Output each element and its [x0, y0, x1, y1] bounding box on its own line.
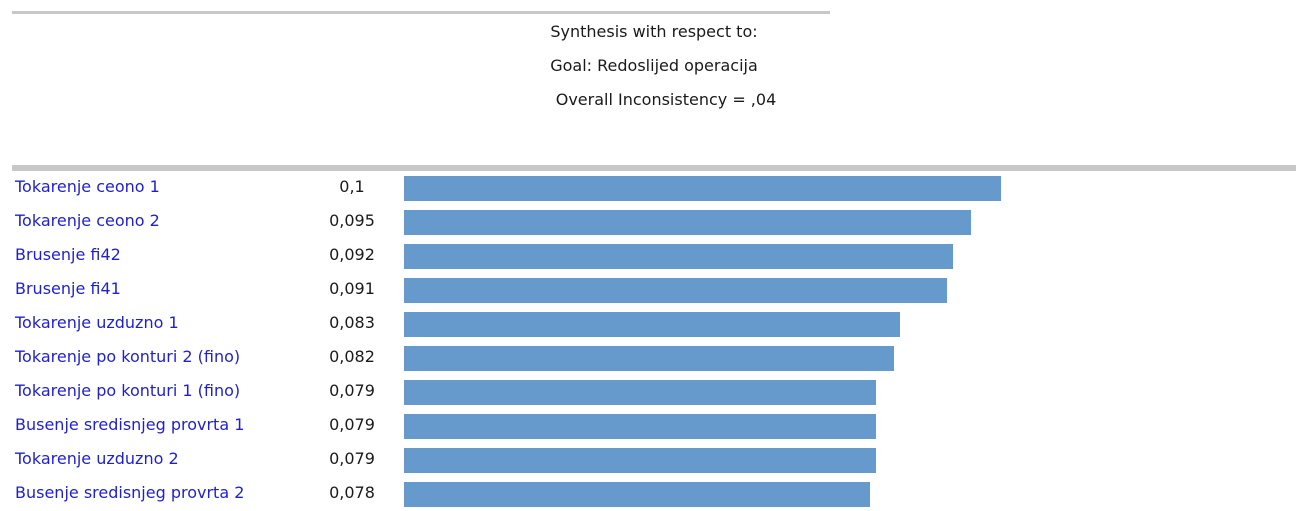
result-bar	[404, 346, 894, 371]
result-bar	[404, 448, 876, 473]
result-row[interactable]: Tokarenje po konturi 2 (fino) 0,082	[0, 341, 1296, 375]
goal-label: Goal: Redoslijed operacija	[550, 56, 758, 75]
result-label[interactable]: Tokarenje ceono 1	[15, 177, 160, 196]
result-value: 0,083	[329, 313, 375, 332]
synthesis-header: Synthesis with respect to: Goal: Redosli…	[12, 14, 1296, 166]
result-value: 0,1	[339, 177, 365, 196]
result-value: 0,079	[329, 449, 375, 468]
result-row[interactable]: Brusenje fi41 0,091	[0, 273, 1296, 307]
result-row[interactable]: Tokarenje uzduzno 2 0,079	[0, 443, 1296, 477]
result-value: 0,095	[329, 211, 375, 230]
result-value: 0,091	[329, 279, 375, 298]
result-row[interactable]: Tokarenje ceono 1 0,1	[0, 171, 1296, 205]
result-bar	[404, 380, 876, 405]
result-bar	[404, 210, 971, 235]
result-value: 0,079	[329, 415, 375, 434]
result-value: 0,078	[329, 483, 375, 502]
result-label[interactable]: Brusenje fi42	[15, 245, 121, 264]
result-value: 0,082	[329, 347, 375, 366]
result-value: 0,092	[329, 245, 375, 264]
inconsistency-label: Overall Inconsistency = ,04	[555, 90, 777, 109]
result-bar	[404, 414, 876, 439]
header-divider[interactable]	[12, 165, 1296, 171]
result-label[interactable]: Tokarenje po konturi 1 (fino)	[15, 381, 241, 400]
result-label[interactable]: Brusenje fi41	[15, 279, 121, 298]
result-label[interactable]: Tokarenje po konturi 2 (fino)	[15, 347, 241, 366]
result-row[interactable]: Tokarenje ceono 2 0,095	[0, 205, 1296, 239]
result-row[interactable]: Tokarenje uzduzno 1 0,083	[0, 307, 1296, 341]
result-label[interactable]: Tokarenje ceono 2	[15, 211, 160, 230]
result-label[interactable]: Busenje sredisnjeg provrta 1	[15, 415, 245, 434]
result-bar	[404, 278, 947, 303]
result-row[interactable]: Busenje sredisnjeg provrta 2 0,078	[0, 477, 1296, 511]
result-label[interactable]: Busenje sredisnjeg provrta 2	[15, 483, 245, 502]
result-label[interactable]: Tokarenje uzduzno 1	[15, 313, 179, 332]
result-value: 0,079	[329, 381, 375, 400]
result-bar	[404, 244, 953, 269]
result-label[interactable]: Tokarenje uzduzno 2	[15, 449, 179, 468]
top-border	[12, 11, 830, 14]
result-bar	[404, 482, 870, 507]
result-bar	[404, 176, 1001, 201]
synthesis-title: Synthesis with respect to:	[550, 22, 758, 41]
result-row[interactable]: Busenje sredisnjeg provrta 1 0,079	[0, 409, 1296, 443]
result-row[interactable]: Tokarenje po konturi 1 (fino) 0,079	[0, 375, 1296, 409]
result-bar	[404, 312, 900, 337]
result-row[interactable]: Brusenje fi42 0,092	[0, 239, 1296, 273]
